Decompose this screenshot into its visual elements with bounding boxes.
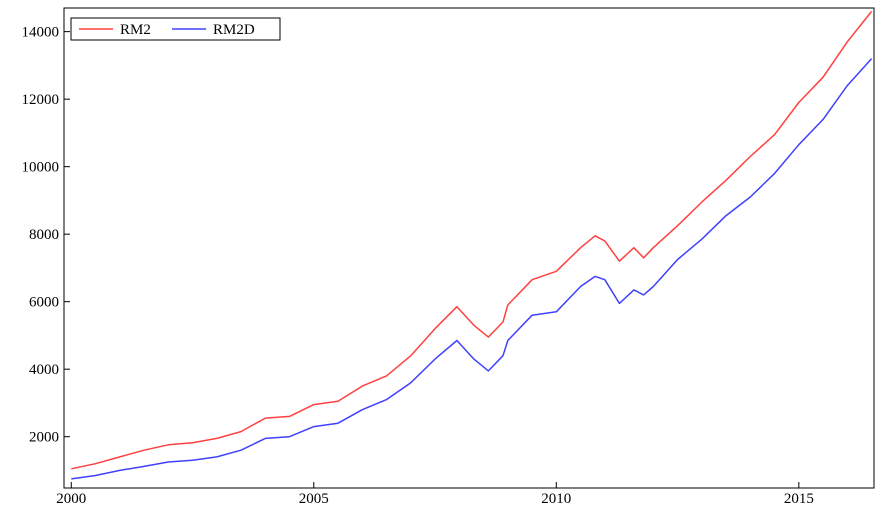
legend-label-rm2d: RM2D [213,22,255,38]
y-tick-label-14000: 14000 [22,25,60,41]
y-tick-label-4000: 4000 [29,362,59,378]
y-tick-label-8000: 8000 [29,227,59,243]
series-line-rm2d [71,58,873,480]
legend-label-rm2: RM2 [120,22,151,38]
plot-frame [63,7,875,489]
x-tick-label-2000: 2000 [56,491,86,507]
x-tick-label-2015: 2015 [784,491,814,507]
y-tick-label-10000: 10000 [22,160,60,176]
legend: RM2 RM2D [70,17,281,41]
x-tick-label-2010: 2010 [541,491,571,507]
y-tick-label-12000: 12000 [22,92,60,108]
y-tick-label-2000: 2000 [29,430,59,446]
y-tick-label-6000: 6000 [29,295,59,311]
y-axis: 2000 4000 6000 8000 10000 12000 14000 [22,25,70,446]
x-tick-label-2005: 2005 [299,491,329,507]
series-line-rm2 [71,10,873,470]
series-layer [71,10,873,480]
x-axis: 2000 2005 2010 2015 [56,482,814,507]
